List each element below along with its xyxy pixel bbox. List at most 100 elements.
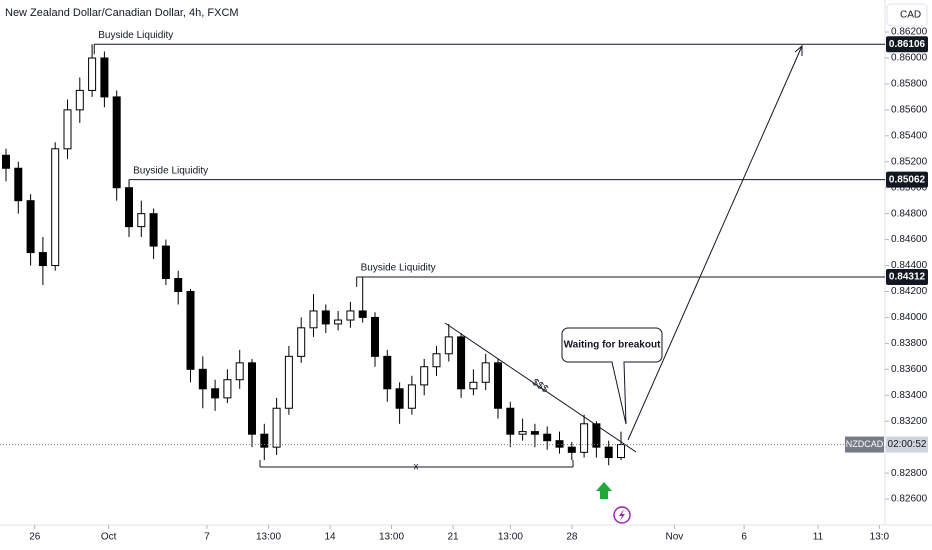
currency-label[interactable]: CAD xyxy=(900,10,921,21)
candle-body xyxy=(321,310,330,325)
level-label: Buyside Liquidity xyxy=(98,30,173,41)
y-tick-label: 0.84600 xyxy=(891,234,928,245)
y-tick-label: 0.86000 xyxy=(891,53,928,64)
candle-body xyxy=(592,423,601,448)
candle-body xyxy=(358,310,367,318)
y-tick-label: 0.83200 xyxy=(891,416,928,427)
y-tick-label: 0.83400 xyxy=(891,390,928,401)
candle-body xyxy=(125,187,133,228)
candle-body xyxy=(161,245,170,280)
candle-body xyxy=(51,148,60,267)
x-tick-label: Nov xyxy=(666,532,684,543)
x-tick-label: 13:00 xyxy=(498,532,523,543)
x-tick-label: 14 xyxy=(324,532,336,543)
candle-body xyxy=(444,336,453,355)
candle-body xyxy=(469,381,478,390)
candle-body xyxy=(248,362,256,435)
level-label: Buyside Liquidity xyxy=(133,165,208,176)
level-price-box xyxy=(886,171,928,188)
candle-body xyxy=(309,310,318,329)
x-tick-label: 13:0 xyxy=(870,532,890,543)
candle-body xyxy=(149,213,158,247)
candle-body xyxy=(14,167,23,202)
candle-body xyxy=(530,431,539,435)
candle-body xyxy=(481,362,490,383)
candle-body xyxy=(334,319,343,325)
candle-body xyxy=(137,213,146,228)
y-tick-label: 0.84200 xyxy=(891,286,928,297)
candle-body xyxy=(518,431,527,435)
candle-body xyxy=(432,353,441,368)
candle-body xyxy=(174,278,183,292)
callout-box xyxy=(561,327,663,425)
y-tick-label: 0.83600 xyxy=(891,364,928,375)
y-tick-label: 0.85000 xyxy=(891,182,928,193)
countdown-box xyxy=(886,436,928,453)
y-tick-label: 0.82600 xyxy=(891,494,928,505)
chart-title: New Zealand Dollar/Canadian Dollar, 4h, … xyxy=(5,7,239,19)
y-tick-label: 0.86200 xyxy=(891,27,928,38)
symbol-box xyxy=(845,436,884,453)
x-tick-label: 6 xyxy=(741,532,747,543)
candle-body xyxy=(555,440,564,448)
x-tick-label: Oct xyxy=(101,532,117,543)
y-tick-label: 0.84800 xyxy=(891,208,928,219)
arrow-head xyxy=(794,44,803,56)
level-price-label: 0.84312 xyxy=(889,272,926,283)
trendline xyxy=(444,322,637,453)
candle-body xyxy=(395,388,404,409)
candle-body xyxy=(580,423,589,453)
candle-body xyxy=(420,366,429,386)
candle-body xyxy=(260,433,269,448)
level-price-label: 0.85062 xyxy=(889,174,926,185)
y-tick-label: 0.84400 xyxy=(891,260,928,271)
candle-body xyxy=(112,96,121,189)
candle-body xyxy=(494,362,502,409)
x-tick-label: 28 xyxy=(566,532,578,543)
level-price-label: 0.86106 xyxy=(889,39,926,50)
candle-body xyxy=(346,310,355,321)
y-tick-label: 0.85800 xyxy=(891,79,928,90)
candle-body xyxy=(75,89,84,111)
symbol-label: NZDCAD xyxy=(846,439,884,449)
candle-body xyxy=(371,316,379,357)
y-tick-label: 0.82800 xyxy=(891,468,928,479)
level-price-box xyxy=(886,36,928,53)
projection-arrow xyxy=(627,45,803,441)
x-tick-label: 13:00 xyxy=(256,532,281,543)
candle-body xyxy=(100,57,109,98)
y-tick-label: 0.84000 xyxy=(891,312,928,323)
candle-body xyxy=(63,109,72,150)
x-tick-label: 26 xyxy=(29,532,41,543)
callout-text: Waiting for breakout xyxy=(564,340,662,351)
candle-body xyxy=(297,327,306,357)
candle-body xyxy=(88,57,97,91)
candle-body xyxy=(407,384,416,409)
candle-body xyxy=(235,362,244,381)
level-label: Buyside Liquidity xyxy=(361,263,436,274)
up-arrow-icon xyxy=(596,482,612,499)
candle-body xyxy=(383,355,392,390)
candle-body xyxy=(198,368,207,390)
plot xyxy=(2,44,625,466)
candle-body xyxy=(617,444,625,459)
candle-body xyxy=(284,355,293,409)
x-tick-label: 21 xyxy=(447,532,459,543)
candle-body xyxy=(567,446,576,453)
candle-body xyxy=(543,433,552,442)
y-tick-label: 0.85400 xyxy=(891,130,928,141)
x-tick-label: 13:00 xyxy=(379,532,404,543)
candle-body xyxy=(2,154,10,169)
y-tick-label: 0.85200 xyxy=(891,156,928,167)
candle-body xyxy=(223,379,232,399)
y-tick-label: 0.83800 xyxy=(891,338,928,349)
candle-body xyxy=(604,446,613,459)
x-tick-label: 11 xyxy=(813,532,824,543)
countdown-label: 02:00:52 xyxy=(888,439,927,450)
support-label: x xyxy=(414,462,419,473)
y-tick-label: 0.85600 xyxy=(891,105,928,116)
candle-body xyxy=(457,336,466,390)
currency-button[interactable] xyxy=(886,3,928,27)
